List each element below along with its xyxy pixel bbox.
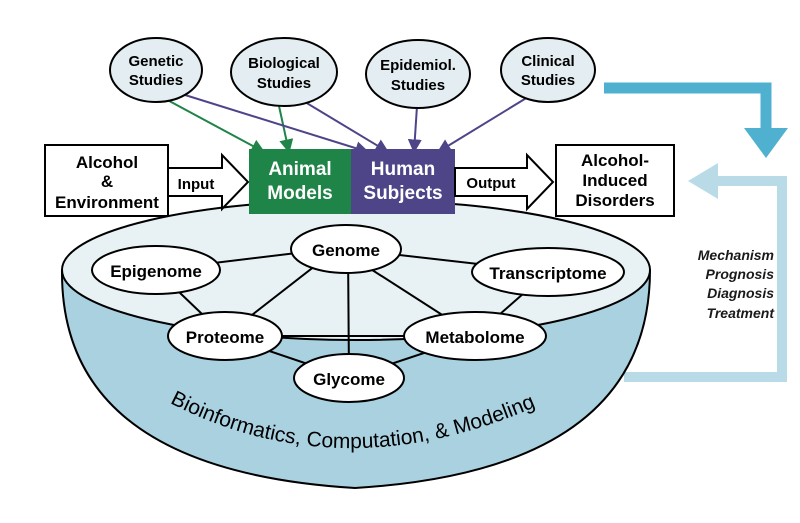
epidemiological-studies-node: Epidemiol. Studies: [365, 39, 471, 109]
genetic-studies-line2: Studies: [129, 72, 183, 89]
application-treatment: Treatment: [707, 305, 776, 321]
clinical-studies-node: Clinical Studies: [500, 37, 596, 103]
application-prognosis: Prognosis: [706, 266, 775, 282]
genome-label: Genome: [312, 241, 380, 260]
human-subjects-line2: Subjects: [363, 183, 442, 204]
feedback-arrow-blue: [604, 82, 788, 158]
application-diagnosis: Diagnosis: [707, 285, 774, 301]
metabolome-label: Metabolome: [425, 328, 524, 347]
epidemiological-studies-line2: Studies: [391, 77, 445, 94]
epigenome-label: Epigenome: [110, 262, 202, 281]
genetic-studies-line1: Genetic: [128, 53, 183, 70]
metabolome-node: Metabolome: [403, 311, 547, 361]
transcriptome-node: Transcriptome: [471, 247, 625, 297]
applications-list: Mechanism Prognosis Diagnosis Treatment: [698, 247, 776, 321]
human-subjects-block: Human Subjects: [351, 149, 455, 214]
biological-studies-line1: Biological: [248, 55, 320, 72]
proteome-label: Proteome: [186, 328, 264, 347]
human-subjects-line1: Human: [371, 159, 435, 180]
transcriptome-label: Transcriptome: [489, 264, 606, 283]
genome-node: Genome: [290, 224, 402, 274]
input-box-line2: &: [101, 172, 113, 191]
input-box-line1: Alcohol: [76, 153, 138, 172]
genetic-studies-node: Genetic Studies: [109, 37, 203, 103]
input-arrow-label: Input: [178, 176, 215, 193]
input-box-line3: Environment: [55, 193, 159, 212]
output-arrow-label: Output: [466, 175, 515, 192]
proteome-node: Proteome: [167, 311, 283, 361]
epidemiological-studies-line1: Epidemiol.: [380, 57, 456, 74]
epigenome-node: Epigenome: [91, 245, 221, 295]
animal-models-line1: Animal: [268, 159, 331, 180]
study-arrows: [159, 89, 529, 155]
clinical-studies-line1: Clinical: [521, 53, 574, 70]
output-box-line1: Alcohol-: [581, 151, 649, 170]
biological-studies-line2: Studies: [257, 75, 311, 92]
biological-studies-node: Biological Studies: [230, 37, 338, 107]
alcohol-induced-disorders-box: Alcohol- Induced Disorders: [555, 144, 675, 217]
glycome-node: Glycome: [293, 353, 405, 403]
animal-models-line2: Models: [267, 183, 332, 204]
glycome-label: Glycome: [313, 370, 385, 389]
clinical-studies-line2: Studies: [521, 72, 575, 89]
output-box-line2: Induced: [582, 171, 647, 190]
output-arrow: Output: [454, 152, 555, 212]
feedback-arrow-light: [624, 163, 787, 382]
application-mechanism: Mechanism: [698, 247, 774, 263]
output-box-line3: Disorders: [575, 191, 654, 210]
input-arrow: Input: [167, 152, 250, 212]
alcohol-environment-box: Alcohol & Environment: [44, 144, 169, 217]
animal-models-block: Animal Models: [249, 149, 351, 214]
